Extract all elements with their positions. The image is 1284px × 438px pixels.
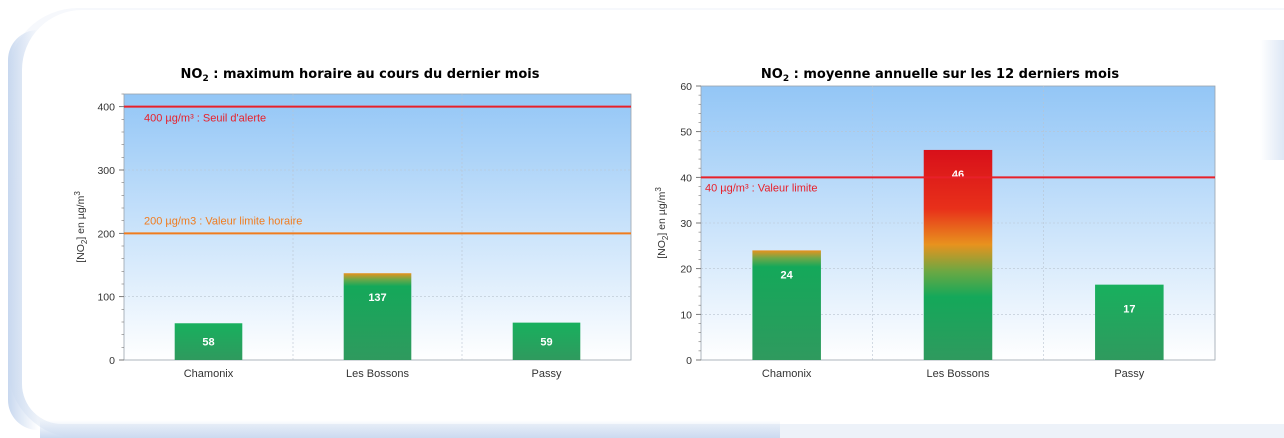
- chart-no2-annual-mean: NO2 : moyenne annuelle sur les 12 dernie…: [654, 67, 1216, 380]
- y-tick-label: 10: [680, 309, 692, 321]
- chart-no2-hourly-max: NO2 : maximum horaire au cours du dernie…: [73, 67, 632, 380]
- y-tick-label: 40: [680, 172, 692, 184]
- y-tick-label: 50: [680, 127, 692, 139]
- reference-line-label: 400 µg/m³ : Seuil d'alerte: [144, 113, 266, 125]
- bar-les-bossons: [923, 149, 993, 360]
- bar-value-label: 58: [202, 337, 214, 349]
- y-tick-label: 400: [97, 102, 115, 114]
- y-tick-label: 100: [97, 292, 115, 304]
- bar-value-label: 59: [540, 336, 552, 348]
- bar-passy: [512, 322, 581, 360]
- y-tick-label: 0: [109, 355, 115, 367]
- bar-passy: [1095, 284, 1164, 360]
- bar-value-label: 17: [1123, 304, 1135, 316]
- y-tick-label: 200: [97, 228, 115, 240]
- bar-chamonix: [174, 323, 243, 360]
- y-tick-label: 30: [680, 218, 692, 230]
- y-axis-label: [NO2] en µg/m3: [654, 187, 670, 259]
- panel-right-glow: [1260, 40, 1284, 160]
- bar-les-bossons: [343, 273, 412, 360]
- bar-value-label: 137: [368, 292, 386, 304]
- y-tick-label: 0: [686, 355, 692, 367]
- y-tick-label: 60: [680, 81, 692, 93]
- bar-value-label: 46: [952, 169, 964, 181]
- x-category-label: Chamonix: [184, 368, 234, 380]
- chart-title: NO2 : maximum horaire au cours du dernie…: [181, 67, 540, 84]
- x-category-label: Passy: [1114, 368, 1144, 380]
- x-category-label: Les Bossons: [346, 368, 409, 380]
- chart-title: NO2 : moyenne annuelle sur les 12 dernie…: [761, 67, 1119, 84]
- bar-chamonix: [752, 250, 821, 360]
- x-category-label: Les Bossons: [927, 368, 990, 380]
- panel-bottom-glow: [40, 420, 780, 438]
- reference-line-label: 200 µg/m3 : Valeur limite horaire: [144, 215, 302, 227]
- reference-line-label: 40 µg/m³ : Valeur limite: [705, 182, 818, 194]
- bar-value-label: 24: [781, 269, 794, 281]
- y-tick-label: 300: [97, 165, 115, 177]
- x-category-label: Chamonix: [762, 368, 812, 380]
- x-category-label: Passy: [532, 368, 562, 380]
- y-tick-label: 20: [680, 264, 692, 276]
- y-axis-label: [NO2] en µg/m3: [73, 191, 89, 263]
